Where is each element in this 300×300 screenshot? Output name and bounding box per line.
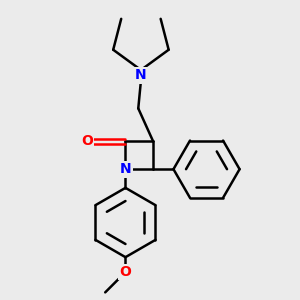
Text: O: O xyxy=(119,265,131,279)
Text: N: N xyxy=(120,162,131,176)
Text: N: N xyxy=(135,68,147,82)
Text: O: O xyxy=(81,134,93,148)
